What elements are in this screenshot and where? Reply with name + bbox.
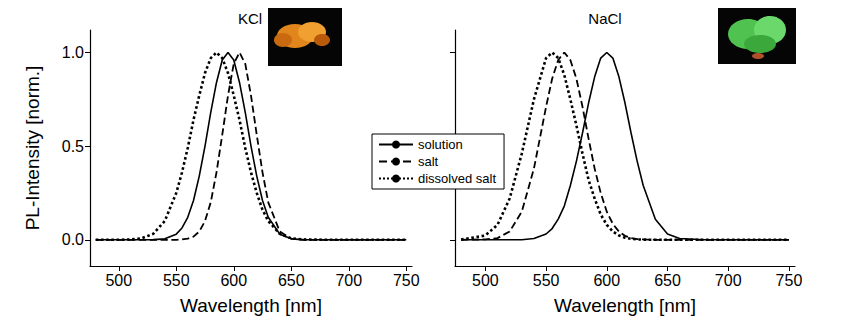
svg-text:KCl: KCl <box>238 10 262 27</box>
svg-text:650: 650 <box>278 272 305 289</box>
svg-text:0.5: 0.5 <box>62 138 84 155</box>
svg-text:solution: solution <box>418 137 463 152</box>
svg-text:500: 500 <box>105 272 132 289</box>
svg-text:650: 650 <box>654 272 681 289</box>
svg-text:500: 500 <box>472 272 499 289</box>
svg-text:600: 600 <box>593 272 620 289</box>
svg-text:PL-Intensity [norm.]: PL-Intensity [norm.] <box>22 66 43 231</box>
svg-text:salt: salt <box>418 154 439 169</box>
svg-text:700: 700 <box>335 272 362 289</box>
svg-text:750: 750 <box>776 272 803 289</box>
svg-text:Wavelength [nm]: Wavelength [nm] <box>554 295 696 316</box>
svg-text:750: 750 <box>393 272 420 289</box>
svg-text:dissolved salt: dissolved salt <box>418 171 496 186</box>
svg-text:Wavelength [nm]: Wavelength [nm] <box>180 295 322 316</box>
svg-text:NaCl: NaCl <box>588 10 621 27</box>
svg-text:0.0: 0.0 <box>62 231 84 248</box>
svg-text:700: 700 <box>715 272 742 289</box>
svg-text:600: 600 <box>220 272 247 289</box>
svg-text:1.0: 1.0 <box>62 44 84 61</box>
svg-text:550: 550 <box>163 272 190 289</box>
svg-text:550: 550 <box>533 272 560 289</box>
